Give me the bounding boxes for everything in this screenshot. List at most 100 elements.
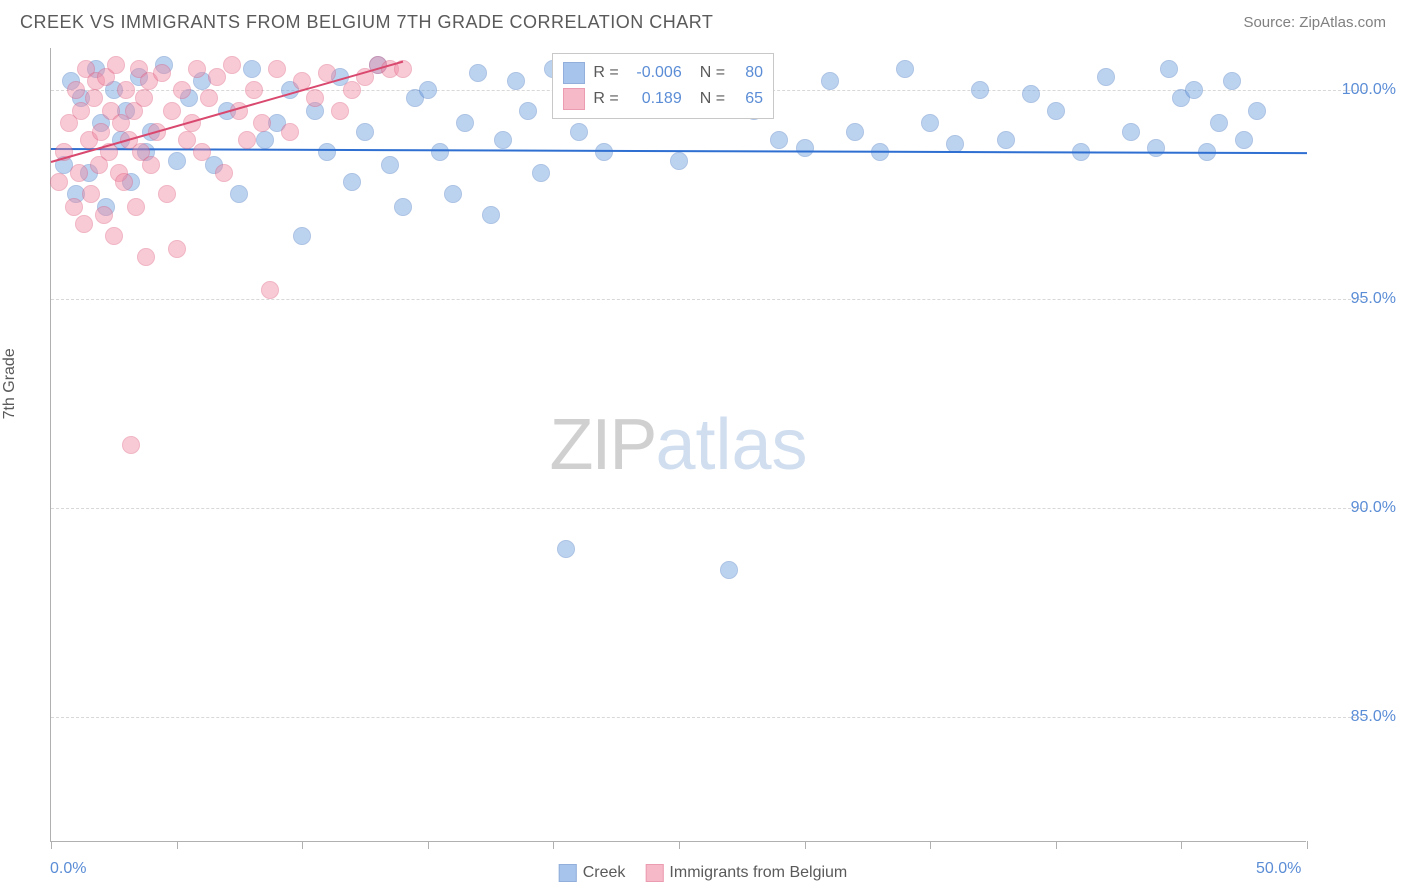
data-point [1122,123,1140,141]
gridline [51,508,1366,509]
data-point [796,139,814,157]
data-point [223,56,241,74]
data-point [507,72,525,90]
legend-item-creek: Creek [559,864,626,882]
data-point [1022,85,1040,103]
x-tick [1181,841,1182,849]
data-point [142,156,160,174]
legend-item-belgium: Immigrants from Belgium [645,864,847,882]
data-point [419,81,437,99]
y-axis-label: 7th Grade [1,348,19,419]
data-point [971,81,989,99]
data-point [1147,139,1165,157]
data-point [215,164,233,182]
data-point [50,173,68,191]
data-point [268,60,286,78]
data-point [168,152,186,170]
x-tick [177,841,178,849]
gridline [51,299,1366,300]
data-point [494,131,512,149]
x-tick-label: 50.0% [1256,860,1301,878]
data-point [127,198,145,216]
x-tick [1307,841,1308,849]
data-point [1097,68,1115,86]
y-tick-label: 100.0% [1342,81,1396,99]
data-point [92,123,110,141]
gridline [51,717,1366,718]
data-point [306,89,324,107]
data-point [896,60,914,78]
y-tick-label: 90.0% [1351,499,1396,517]
data-point [720,561,738,579]
data-point [238,131,256,149]
data-point [75,215,93,233]
x-tick [805,841,806,849]
data-point [444,185,462,203]
data-point [394,198,412,216]
data-point [343,173,361,191]
data-point [770,131,788,149]
x-tick [428,841,429,849]
r-value: 0.189 [627,90,682,108]
data-point [193,143,211,161]
y-tick-label: 95.0% [1351,290,1396,308]
data-point [318,143,336,161]
data-point [1210,114,1228,132]
data-point [1185,81,1203,99]
data-point [135,89,153,107]
watermark: ZIPatlas [549,404,807,486]
x-tick [679,841,680,849]
legend-label: Immigrants from Belgium [669,864,847,882]
data-point [261,281,279,299]
data-point [245,81,263,99]
r-value: -0.006 [627,64,682,82]
bottom-legend: Creek Immigrants from Belgium [559,864,848,882]
legend-swatch [563,88,585,110]
data-point [532,164,550,182]
data-point [117,81,135,99]
data-point [188,60,206,78]
source-attribution: Source: ZipAtlas.com [1243,14,1386,31]
data-point [158,185,176,203]
data-point [381,156,399,174]
data-point [115,173,133,191]
data-point [1248,102,1266,120]
chart-title: CREEK VS IMMIGRANTS FROM BELGIUM 7TH GRA… [20,12,713,33]
legend-swatch-belgium [645,864,663,882]
x-tick [51,841,52,849]
data-point [122,436,140,454]
data-point [256,131,274,149]
data-point [482,206,500,224]
data-point [107,56,125,74]
data-point [557,540,575,558]
r-label: R = [593,90,618,108]
n-label: N = [700,90,725,108]
data-point [70,164,88,182]
data-point [253,114,271,132]
data-point [153,64,171,82]
data-point [1160,60,1178,78]
x-tick [930,841,931,849]
data-point [67,81,85,99]
data-point [570,123,588,141]
legend-label: Creek [583,864,626,882]
data-point [293,227,311,245]
data-point [105,227,123,245]
n-value: 80 [733,64,763,82]
data-point [200,89,218,107]
data-point [1047,102,1065,120]
n-value: 65 [733,90,763,108]
x-tick-label: 0.0% [50,860,86,878]
data-point [456,114,474,132]
legend-swatch-creek [559,864,577,882]
data-point [82,185,100,203]
data-point [208,68,226,86]
stats-legend-row: R =-0.006N =80 [563,60,763,86]
x-tick [553,841,554,849]
data-point [163,102,181,120]
data-point [595,143,613,161]
legend-swatch [563,62,585,84]
data-point [469,64,487,82]
data-point [670,152,688,170]
data-point [1223,72,1241,90]
